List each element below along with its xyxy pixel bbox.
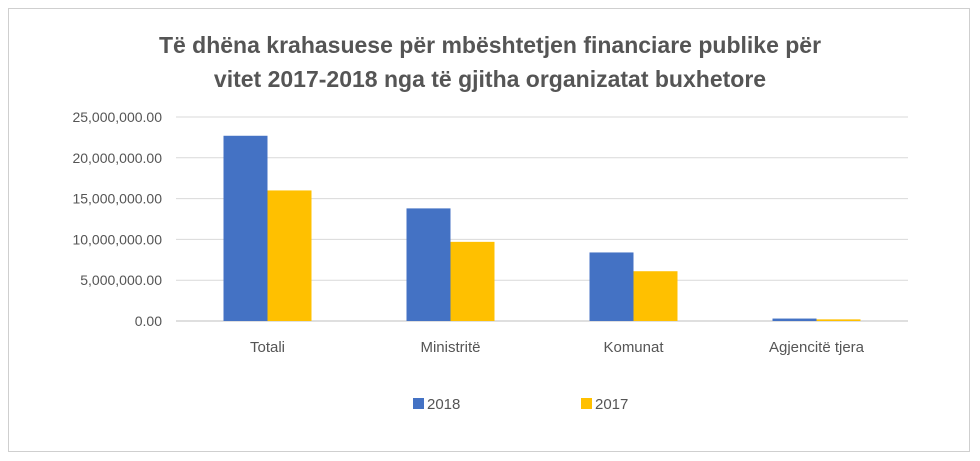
- category-label: Totali: [250, 339, 285, 356]
- y-tick-label: 20,000,000.00: [72, 150, 162, 166]
- chart: Të dhëna krahasuese për mbështetjen fina…: [72, 32, 908, 413]
- bar-2018-3: [589, 252, 634, 321]
- bars: [223, 135, 861, 321]
- legend-label-2017: 2017: [595, 396, 628, 413]
- category-label: Komunat: [603, 339, 664, 356]
- legend: 2018 2017: [413, 396, 628, 413]
- bar-2017-1: [267, 190, 312, 321]
- chart-title-line-1: Të dhëna krahasuese për mbështetjen fina…: [159, 32, 821, 58]
- category-label: Agjencitë tjera: [769, 339, 865, 356]
- bar-2017-3: [633, 271, 678, 321]
- legend-swatch-2018: [413, 398, 424, 409]
- y-tick-label: 0.00: [135, 313, 162, 329]
- y-tick-label: 25,000,000.00: [72, 109, 162, 125]
- bar-2018-2: [406, 208, 451, 321]
- category-label: Ministritë: [420, 339, 480, 356]
- bar-2017-4: [816, 319, 861, 321]
- y-tick-label: 10,000,000.00: [72, 231, 162, 247]
- chart-title-line-2: vitet 2017-2018 nga të gjitha organizata…: [214, 66, 766, 92]
- y-tick-label: 15,000,000.00: [72, 191, 162, 207]
- y-axis-tick-labels: 0.00 5,000,000.00 10,000,000.00 15,000,000.…: [72, 109, 162, 329]
- chart-frame: Të dhëna krahasuese për mbështetjen fina…: [8, 8, 970, 452]
- legend-swatch-2017: [581, 398, 592, 409]
- bar-2017-2: [450, 241, 495, 321]
- y-tick-label: 5,000,000.00: [80, 272, 162, 288]
- bar-2018-4: [772, 318, 817, 321]
- x-axis-category-labels: Totali Ministritë Komunat Agjencitë tjera: [250, 339, 865, 356]
- bar-2018-1: [223, 135, 268, 321]
- legend-label-2018: 2018: [427, 396, 460, 413]
- chart-title: Të dhëna krahasuese për mbështetjen fina…: [159, 32, 821, 92]
